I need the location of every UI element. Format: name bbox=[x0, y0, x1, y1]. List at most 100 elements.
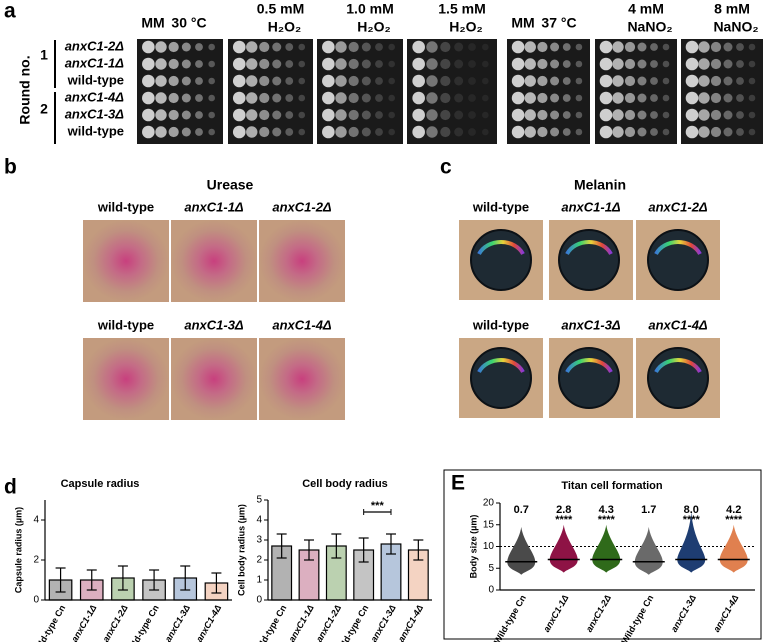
colony-spot bbox=[662, 111, 670, 119]
colony-spot bbox=[348, 126, 359, 138]
colony-spot bbox=[511, 91, 525, 105]
violin-body bbox=[549, 524, 578, 573]
colony-spot bbox=[361, 110, 371, 120]
colony-spot bbox=[168, 75, 179, 87]
colony-spot bbox=[335, 109, 347, 121]
colony-spot bbox=[142, 74, 155, 88]
colony-spot bbox=[195, 128, 203, 136]
colony-spot bbox=[285, 60, 294, 68]
colony-spot bbox=[650, 111, 658, 119]
colony-spot bbox=[524, 109, 536, 121]
colony-spot bbox=[575, 111, 583, 119]
colony-spot bbox=[375, 111, 383, 119]
colony-spot bbox=[650, 77, 658, 85]
colony-spot bbox=[550, 59, 560, 69]
colony-spot bbox=[246, 58, 258, 70]
panel-label: b bbox=[4, 156, 17, 179]
colony-spot bbox=[454, 42, 464, 52]
y-tick-label: 1 bbox=[256, 575, 262, 586]
condition-label: 0.5 mM bbox=[257, 1, 304, 17]
colony-spot bbox=[232, 40, 246, 54]
violin-body bbox=[677, 511, 706, 573]
colony-spot bbox=[181, 110, 191, 120]
colony-spot bbox=[612, 75, 624, 87]
colony bbox=[558, 347, 620, 409]
colony-spot bbox=[662, 94, 670, 102]
colony-spot bbox=[322, 74, 335, 88]
y-tick-label: 2 bbox=[256, 555, 262, 566]
colony-spot bbox=[375, 43, 383, 51]
strain-label: anxC1-4Δ bbox=[65, 89, 125, 104]
colony-spot bbox=[388, 60, 395, 68]
colony-spot bbox=[388, 128, 395, 136]
colony-spot bbox=[335, 92, 347, 104]
condition-label: 37 °C bbox=[541, 15, 576, 31]
colony-spot bbox=[685, 125, 699, 139]
colony-spot bbox=[232, 108, 246, 122]
plate-image bbox=[259, 338, 345, 420]
colony-spot bbox=[685, 91, 699, 105]
colony-spot bbox=[599, 74, 613, 88]
significance: *** bbox=[371, 500, 385, 512]
plate-image bbox=[83, 220, 169, 302]
colony-spot bbox=[624, 126, 636, 138]
colony-spot bbox=[537, 58, 548, 70]
y-tick-label: 0 bbox=[256, 595, 262, 606]
colony-spot bbox=[624, 75, 636, 87]
colony-spot bbox=[142, 125, 155, 139]
colony-spot bbox=[685, 57, 699, 71]
colony-spot bbox=[748, 43, 756, 51]
percent-label: 4.2 bbox=[726, 504, 741, 516]
colony-spot bbox=[482, 43, 489, 51]
colony-spot bbox=[723, 127, 733, 137]
colony-spot bbox=[335, 41, 347, 53]
colony-spot bbox=[723, 59, 733, 69]
colony-spot bbox=[537, 41, 548, 53]
panel-label: d bbox=[4, 476, 17, 499]
colony-spot bbox=[168, 58, 179, 70]
sheen bbox=[477, 357, 525, 374]
colony-spot bbox=[412, 74, 425, 88]
colony-spot bbox=[440, 75, 451, 87]
colony-spot bbox=[650, 94, 658, 102]
y-tick-label: 3 bbox=[256, 535, 262, 546]
x-tick-label: anxC1-4Δ bbox=[396, 603, 425, 642]
colony-spot bbox=[736, 94, 744, 102]
colony-spot bbox=[736, 60, 744, 68]
colony-spot bbox=[246, 126, 258, 138]
colony-spot bbox=[388, 43, 395, 51]
x-tick-label: Wild-type Cn bbox=[125, 603, 161, 642]
colony-spot bbox=[537, 75, 548, 87]
colony-spot bbox=[348, 92, 359, 104]
colony-spot bbox=[168, 92, 179, 104]
colony-spot bbox=[155, 92, 167, 104]
colony-spot bbox=[322, 40, 335, 54]
y-tick-label: 15 bbox=[483, 519, 495, 530]
colony-spot bbox=[412, 91, 425, 105]
colony-spot bbox=[155, 75, 167, 87]
colony-spot bbox=[710, 126, 722, 138]
colony-spot bbox=[142, 57, 155, 71]
colony-spot bbox=[246, 75, 258, 87]
colony-spot bbox=[524, 92, 536, 104]
colony-spot bbox=[511, 74, 525, 88]
colony-spot bbox=[468, 94, 476, 102]
colony-spot bbox=[550, 110, 560, 120]
y-axis-label: Cell body radius (µm) bbox=[236, 504, 246, 596]
x-tick-label: anxC1-3Δ bbox=[669, 593, 698, 634]
colony-spot bbox=[698, 92, 710, 104]
colony-spot bbox=[562, 77, 571, 85]
colony-spot bbox=[599, 108, 613, 122]
colony-spot bbox=[454, 59, 464, 69]
plate bbox=[407, 39, 497, 144]
colony-spot bbox=[388, 94, 395, 102]
colony-spot bbox=[168, 126, 179, 138]
colony-spot bbox=[285, 94, 294, 102]
colony-spot bbox=[612, 92, 624, 104]
chart-title: Cell body radius bbox=[302, 478, 388, 490]
colony-spot bbox=[710, 58, 722, 70]
colony-spot bbox=[685, 74, 699, 88]
colony-spot bbox=[298, 60, 306, 68]
colony-spot bbox=[195, 43, 203, 51]
x-tick-label: Wild-type Cn bbox=[252, 603, 288, 642]
